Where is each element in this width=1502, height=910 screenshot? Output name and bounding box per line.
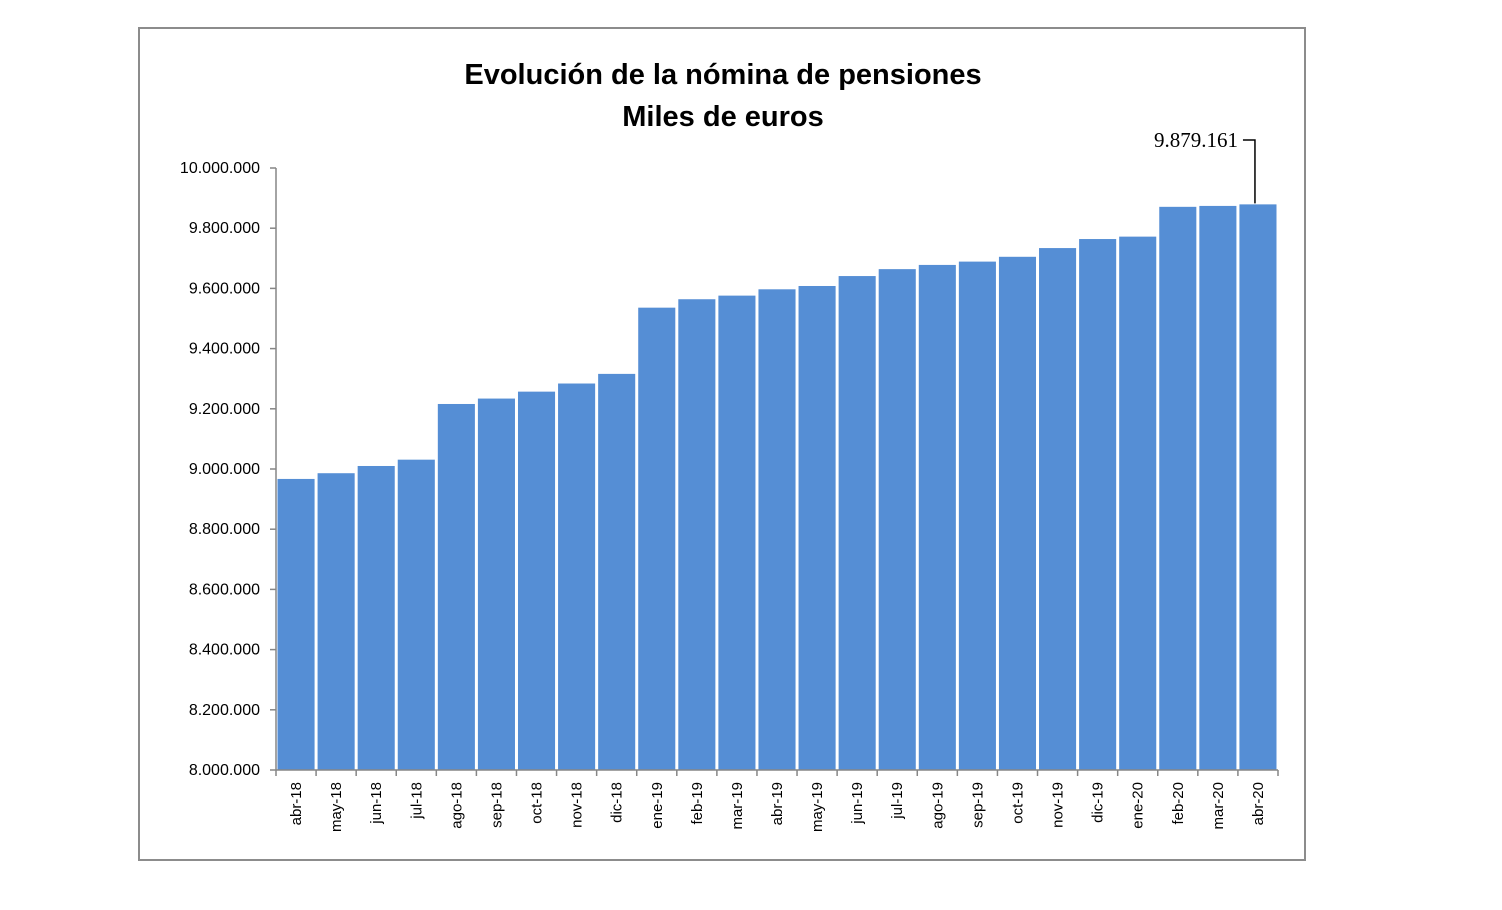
bar-dic-19 [1079,239,1117,770]
x-tick-label: dic-18 [609,782,626,823]
bar-jun-19 [838,276,876,770]
bar-abr-20 [1239,204,1277,770]
x-tick-label: abr-20 [1250,782,1267,825]
y-tick-label: 10.000.000 [180,160,260,177]
x-tick-label: mar-20 [1210,782,1227,830]
x-tick-label: oct-18 [529,782,546,824]
bar-abr-18 [277,478,315,770]
chart-subtitle: Miles de euros [622,101,823,133]
value-annotation-label: 9.879.161 [1154,128,1238,152]
x-tick-label: oct-19 [1009,782,1026,824]
y-tick-label: 9.600.000 [189,280,260,297]
x-tick-label: may-19 [809,782,826,832]
bar-jun-18 [357,465,395,770]
bar-dic-18 [598,373,636,770]
bar-ago-18 [437,403,475,770]
bar-sep-18 [477,398,515,770]
x-tick-label: abr-18 [288,782,305,825]
x-tick-label: jun-19 [849,782,866,825]
bars-layer [277,204,1277,771]
bar-ene-20 [1119,236,1157,771]
bar-abr-19 [758,289,796,770]
x-tick-label: sep-19 [969,782,986,828]
chart-title: Evolución de la nómina de pensiones [464,59,981,91]
chart-frame: Evolución de la nómina de pensiones Mile… [138,27,1306,861]
x-tick-label: feb-20 [1170,782,1187,825]
bar-ene-19 [638,307,676,770]
y-tick-label: 8.200.000 [189,702,260,719]
bar-jul-18 [397,459,435,770]
x-tick-label: feb-19 [689,782,706,825]
x-tick-label: dic-19 [1090,782,1107,823]
bar-may-18 [317,473,355,770]
x-tick-label: nov-19 [1050,782,1067,828]
annotation-layer: 9.879.161 [1154,128,1256,204]
y-tick-label: 9.000.000 [189,461,260,478]
bar-ago-19 [918,264,956,770]
x-tick-label: abr-19 [769,782,786,825]
y-tick-label: 9.800.000 [189,220,260,237]
x-tick-label: jun-18 [368,782,385,825]
y-tick-label: 8.600.000 [189,581,260,598]
axes-layer: 8.000.000 8.200.000 8.400.000 8.600.000 8.80… [180,160,1279,832]
bar-feb-19 [678,299,716,770]
x-tick-label: ene-20 [1130,782,1147,829]
annotation-leader-line [1242,139,1256,204]
bar-sep-19 [958,261,996,770]
x-tick-label: jul-19 [889,782,906,820]
bar-mar-20 [1199,205,1237,770]
x-tick-label: ago-19 [929,782,946,829]
y-tick-label: 8.800.000 [189,521,260,538]
bar-chart: Evolución de la nómina de pensiones Mile… [180,59,1279,832]
x-tick-label: nov-18 [569,782,586,828]
x-tick-label: jul-18 [408,782,425,820]
y-tick-label: 9.400.000 [189,341,260,358]
bar-may-19 [798,285,836,770]
y-tick-label: 8.000.000 [189,762,260,779]
x-tick-label: sep-18 [488,782,505,828]
y-tick-label: 9.200.000 [189,401,260,418]
bar-jul-19 [878,269,916,770]
bar-nov-18 [558,383,596,770]
bar-mar-19 [718,295,756,770]
x-tick-label: may-18 [328,782,345,832]
bar-nov-19 [1039,248,1077,771]
bar-oct-19 [998,256,1037,770]
y-tick-label: 8.400.000 [189,642,260,659]
x-tick-label: ene-19 [649,782,666,829]
x-tick-label: mar-19 [729,782,746,830]
bar-oct-18 [517,391,556,770]
bar-feb-20 [1159,206,1197,771]
x-tick-label: ago-18 [448,782,465,829]
